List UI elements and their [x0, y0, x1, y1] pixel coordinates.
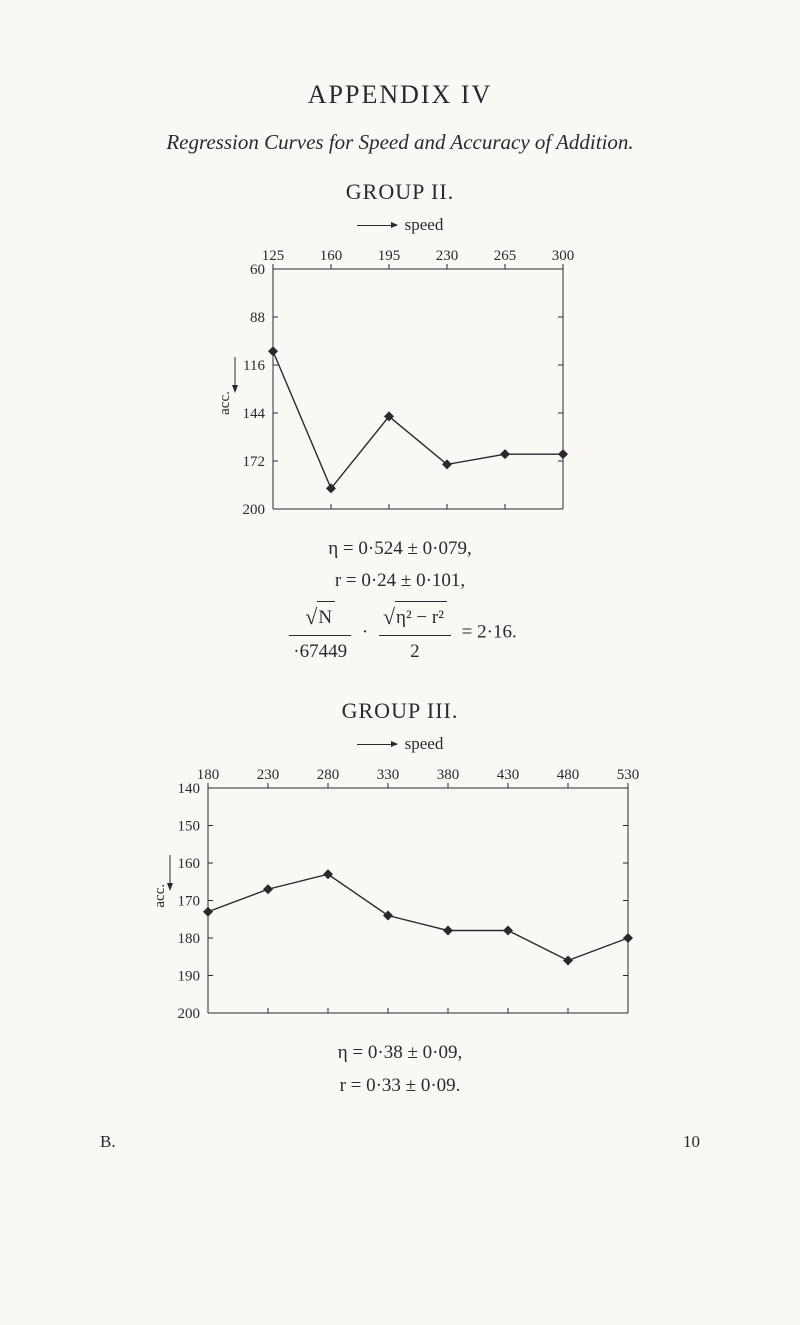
- chart-group-3: 180 230 280 330 380 430 480 530 140 150 160 170 180 1…: [152, 764, 648, 1023]
- page-footer: B. 10: [90, 1132, 710, 1152]
- svg-text:acc.: acc.: [217, 391, 233, 415]
- chart-group-2: 125 160 195 230 265 300 60 88 116 144 172 200 acc.: [217, 245, 583, 519]
- page: APPENDIX IV Regression Curves for Speed …: [0, 0, 800, 1192]
- svg-text:530: 530: [617, 767, 640, 783]
- appendix-title: APPENDIX IV: [90, 80, 710, 110]
- speed-label-2: speed: [90, 734, 710, 754]
- eq-result-1: = 2·16.: [462, 621, 517, 642]
- svg-text:230: 230: [257, 767, 280, 783]
- arrow-right-icon-2: [357, 744, 397, 745]
- footer-left: B.: [100, 1132, 116, 1152]
- chart-2-wrap: 180 230 280 330 380 430 480 530 140 150 160 170 180 1…: [90, 764, 710, 1023]
- eq-frac-1: N ·67449 · η² − r² 2 = 2·16.: [90, 598, 710, 669]
- svg-text:195: 195: [378, 248, 401, 264]
- svg-text:380: 380: [437, 767, 460, 783]
- footer-right: 10: [683, 1132, 700, 1152]
- svg-text:300: 300: [552, 248, 575, 264]
- svg-text:180: 180: [178, 931, 201, 947]
- speed-text-1: speed: [405, 215, 444, 235]
- svg-text:160: 160: [178, 856, 201, 872]
- frac-sqrt-eta2-r2-over-2: η² − r² 2: [379, 598, 451, 669]
- speed-text-2: speed: [405, 734, 444, 754]
- svg-text:88: 88: [250, 310, 265, 326]
- den-2: 2: [379, 636, 451, 668]
- chart-1-wrap: 125 160 195 230 265 300 60 88 116 144 172 200 acc.: [90, 245, 710, 519]
- svg-text:160: 160: [320, 248, 343, 264]
- svg-text:200: 200: [243, 502, 266, 518]
- eq-r-2: r = 0·33 ± 0·09.: [90, 1070, 710, 1102]
- svg-text:280: 280: [317, 767, 340, 783]
- svg-text:430: 430: [497, 767, 520, 783]
- rad-eta2-r2: η² − r²: [395, 601, 447, 634]
- svg-text:190: 190: [178, 969, 201, 985]
- svg-text:265: 265: [494, 248, 517, 264]
- svg-text:150: 150: [178, 819, 201, 835]
- frac-sqrtN-over-k: N ·67449: [289, 598, 351, 669]
- svg-text:170: 170: [178, 894, 201, 910]
- arrow-right-icon: [357, 225, 397, 226]
- svg-text:180: 180: [197, 767, 220, 783]
- svg-text:200: 200: [178, 1006, 201, 1022]
- rad-N: N: [317, 601, 335, 634]
- svg-text:172: 172: [243, 454, 266, 470]
- svg-text:330: 330: [377, 767, 400, 783]
- svg-text:125: 125: [262, 248, 285, 264]
- eq-eta-2: η = 0·38 ± 0·09,: [90, 1037, 710, 1069]
- eq-r-1: r = 0·24 ± 0·101,: [90, 565, 710, 597]
- svg-text:144: 144: [243, 406, 266, 422]
- regression-subtitle: Regression Curves for Speed and Accuracy…: [90, 130, 710, 155]
- svg-text:116: 116: [243, 358, 265, 374]
- svg-text:acc.: acc.: [152, 884, 168, 908]
- eq-eta-1: η = 0·524 ± 0·079,: [90, 533, 710, 565]
- svg-text:480: 480: [557, 767, 580, 783]
- group-2-title: GROUP II.: [90, 179, 710, 205]
- group-3-title: GROUP III.: [90, 698, 710, 724]
- den-k: ·67449: [289, 636, 351, 668]
- equations-group-3: η = 0·38 ± 0·09, r = 0·33 ± 0·09.: [90, 1037, 710, 1102]
- svg-text:230: 230: [436, 248, 459, 264]
- speed-label-1: speed: [90, 215, 710, 235]
- svg-text:140: 140: [178, 781, 201, 797]
- svg-text:60: 60: [250, 262, 265, 278]
- dot-sep: ·: [362, 621, 368, 642]
- equations-group-2: η = 0·524 ± 0·079, r = 0·24 ± 0·101, N ·…: [90, 533, 710, 668]
